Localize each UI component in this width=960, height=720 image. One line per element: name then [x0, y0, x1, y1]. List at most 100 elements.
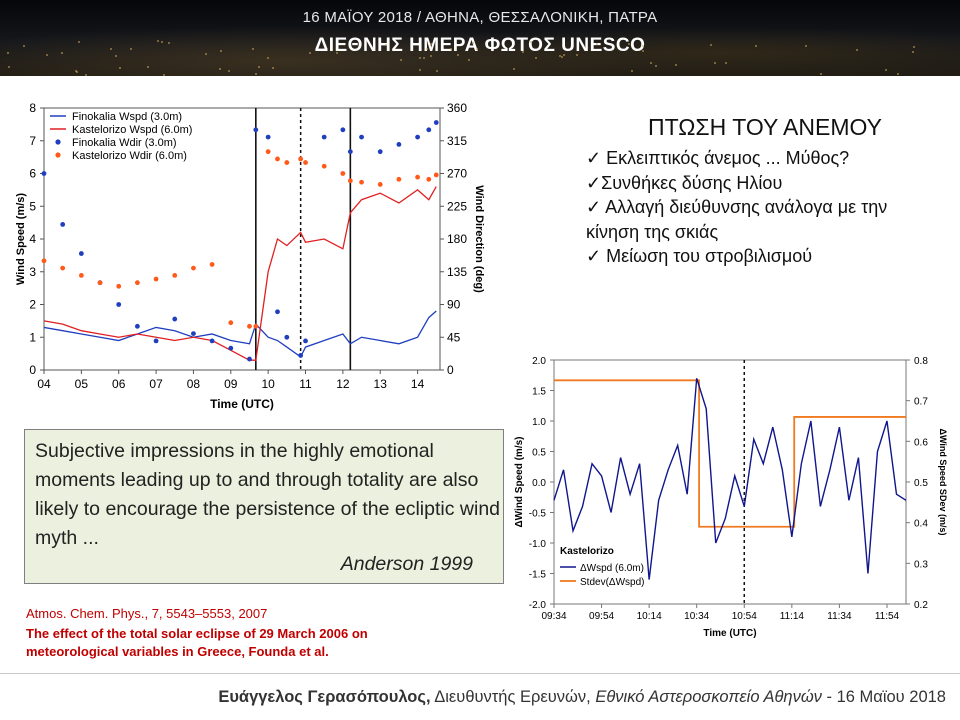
series-point	[415, 134, 420, 140]
banner-light-dot	[6, 52, 9, 55]
y2-tick-label: 135	[447, 265, 467, 279]
legend-label: Finokalia Wdir (3.0m)	[72, 137, 177, 149]
banner-light-dot	[885, 69, 888, 72]
banner-light-dot	[85, 73, 88, 76]
banner-light-dot	[805, 44, 808, 47]
banner-light-dot	[449, 48, 452, 51]
series-point	[298, 353, 304, 358]
banner-light-dot	[419, 68, 422, 71]
series-point	[134, 323, 140, 329]
banner-light-dot	[709, 44, 712, 47]
series-point	[321, 134, 327, 140]
y-tick-label: 6	[29, 167, 36, 181]
y-tick-label: 0.0	[532, 478, 546, 489]
y-tick-label: -0.5	[529, 509, 547, 520]
banner-light-dot	[641, 45, 644, 48]
series-line	[43, 186, 437, 361]
series-point	[303, 160, 308, 165]
footer: Ευάγγελος Γερασόπουλος, Διευθυντής Ερευν…	[218, 688, 946, 707]
series-point	[433, 172, 439, 178]
y2-tick-label: 0.3	[914, 559, 928, 570]
banner-light-dot	[754, 44, 757, 47]
x-tick-label: 13	[374, 377, 388, 391]
series-point	[41, 258, 47, 264]
x-tick-label: 12	[336, 377, 350, 391]
plot-area	[553, 359, 907, 605]
series-point	[209, 262, 215, 267]
banner-light-dot	[430, 43, 433, 46]
series-point	[321, 163, 327, 169]
banner-light-dot	[562, 53, 565, 56]
y2-tick-label: 0.6	[914, 437, 928, 448]
x-tick-label: 09:34	[541, 611, 566, 622]
y-tick-label: 3	[29, 265, 36, 279]
series-point	[228, 320, 234, 326]
banner-title: ΔΙΕΘΝΗΣ ΗΜΕΡΑ ΦΩΤΟΣ UNESCO	[314, 35, 646, 56]
banner-light-dot	[271, 66, 274, 69]
series-point	[253, 127, 259, 133]
banner-light-dot	[471, 41, 474, 44]
banner-light-dot	[423, 57, 426, 60]
banner-light-dot	[161, 41, 164, 44]
y2-tick-label: 45	[447, 330, 461, 344]
x-axis-label: Time (UTC)	[703, 628, 756, 639]
banner-light-dot	[435, 69, 438, 72]
series-point	[359, 134, 364, 140]
y-tick-label: -1.0	[529, 539, 547, 550]
y-tick-label: -2.0	[529, 600, 547, 611]
y2-tick-label: 270	[447, 167, 467, 181]
plot-area	[43, 107, 441, 371]
series-point	[426, 127, 432, 133]
series-point	[172, 316, 178, 322]
banner-light-dot	[575, 53, 578, 56]
y-tick-label: 7	[29, 134, 36, 148]
x-tick-label: 11:54	[875, 611, 900, 622]
y2-tick-label: 315	[447, 134, 467, 148]
banner-light-dot	[61, 52, 64, 55]
banner-subtitle: 16 ΜΑΪΟΥ 2018 / ΑΘΗΝΑ, ΘΕΣΣΑΛΟΝΙΚΗ, ΠΑΤΡ…	[302, 9, 658, 26]
legend-label: Kastelorizo Wspd (6.0m)	[72, 124, 192, 136]
y2-tick-label: 0	[447, 363, 454, 377]
banner-light-dot	[227, 70, 230, 73]
banner-light-dot	[23, 45, 26, 48]
banner-light-dot	[675, 63, 678, 66]
y-tick-label: 0.5	[532, 448, 546, 459]
series-point	[275, 309, 280, 315]
bullet-item: ✓ Εκλειπτικός άνεμος ... Μύθος?	[586, 148, 850, 168]
banner-light-dot	[385, 43, 388, 46]
y2-tick-label: 0.7	[914, 397, 928, 408]
x-tick-label: 11	[299, 377, 312, 391]
series-point	[60, 265, 66, 271]
x-tick-label: 08	[187, 377, 201, 391]
banner-light-dot	[400, 58, 403, 61]
series-point	[340, 127, 346, 133]
banner-light-dot	[425, 47, 428, 50]
banner-light-dot	[75, 69, 78, 72]
reference-citation: Atmos. Chem. Phys., 7, 5543–5553, 2007	[26, 606, 268, 621]
banner-light-dot	[641, 49, 644, 52]
x-tick-label: 06	[112, 377, 126, 391]
banner-light-dot	[912, 46, 915, 49]
series-point	[134, 280, 140, 286]
banner-light-dot	[119, 66, 122, 69]
x-tick-label: 09	[224, 377, 238, 391]
banner: 16 ΜΑΪΟΥ 2018 / ΑΘΗΝΑ, ΘΕΣΣΑΛΟΝΙΚΗ, ΠΑΤΡ…	[0, 0, 960, 76]
footer-institute: Εθνικό Αστεροσκοπείο Αθηνών	[595, 688, 822, 706]
series-point	[116, 283, 122, 289]
y-tick-label: -1.5	[529, 570, 547, 581]
footer-date: - 16 Μαϊου 2018	[826, 688, 946, 706]
bullet-item: ✓ Μείωση του στροβιλισμού	[586, 246, 813, 266]
series-point	[153, 276, 159, 282]
y-tick-label: 2	[29, 298, 36, 312]
banner-light-dot	[219, 50, 222, 53]
series-point	[377, 149, 383, 155]
series-point	[433, 120, 439, 125]
series-point	[209, 338, 215, 344]
banner-light-dot	[8, 65, 11, 68]
banner-light-dot	[724, 62, 727, 65]
quote-text: Subjective impressions in the highly emo…	[35, 440, 501, 549]
series-point	[97, 280, 103, 286]
banner-light-dot	[219, 68, 222, 71]
y2-tick-label: 0.8	[914, 356, 928, 367]
series-point	[191, 265, 196, 271]
